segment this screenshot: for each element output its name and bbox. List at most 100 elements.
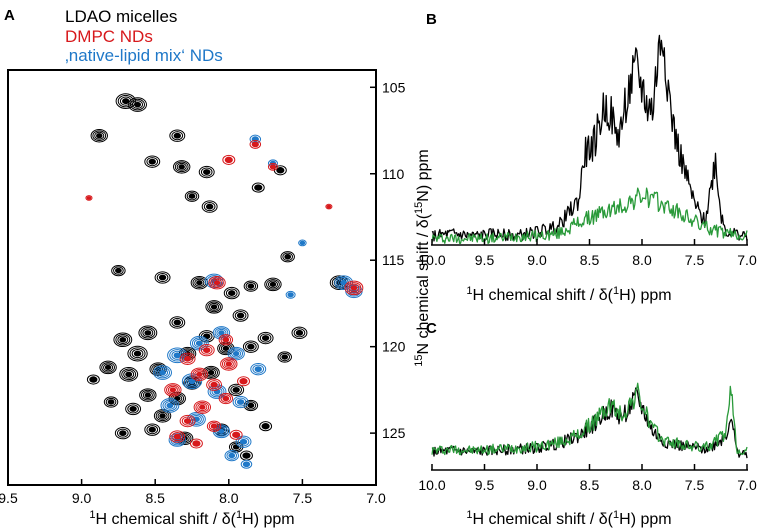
peak-contour: [206, 420, 222, 432]
peak-contour: [226, 451, 238, 460]
peak-contour: [224, 156, 233, 164]
peak-contour: [173, 132, 181, 139]
peak-contour: [173, 319, 181, 326]
peak-contour: [185, 377, 199, 389]
panel-a-y-tick-label: 110: [382, 166, 405, 182]
peak-contour: [346, 282, 362, 294]
panel-b-x-tick-label: 7.5: [685, 252, 705, 268]
peak-dmpc-nds: [85, 195, 93, 201]
peak--native-lipid-mix-nds: [160, 398, 180, 413]
peak-ldao-micelles: [259, 421, 273, 432]
peak-contour: [142, 391, 153, 400]
peak-contour: [125, 371, 133, 378]
peak-ldao-micelles: [184, 190, 200, 202]
peak-contour: [199, 404, 206, 410]
peak-contour: [140, 327, 156, 339]
peak-contour: [237, 437, 250, 447]
peak-contour: [234, 310, 247, 321]
peak-contour: [127, 345, 148, 362]
peak-contour: [89, 376, 98, 383]
peak-ldao-micelles: [277, 351, 292, 363]
panel-b-x-tick-label: 8.0: [632, 252, 652, 268]
peak-contour: [220, 394, 232, 403]
peak-contour: [94, 131, 105, 140]
peak-contour: [232, 386, 240, 393]
peak-contour: [188, 378, 196, 385]
peak-contour: [113, 332, 133, 348]
peak-contour: [228, 290, 236, 296]
peak-dmpc-nds: [222, 154, 236, 165]
peak-contour: [348, 283, 360, 293]
panel-a-x-tick-label: 8.5: [145, 490, 165, 506]
peak-ldao-micelles: [111, 264, 126, 277]
panel-b-x-tick-label: 7.0: [737, 252, 757, 268]
peak-contour: [190, 367, 209, 382]
panel-a-y-tick-label: 115: [382, 252, 405, 268]
peak--native-lipid-mix-nds: [232, 395, 249, 409]
peak-contour: [85, 195, 93, 201]
peak-contour: [207, 301, 221, 313]
peak-dmpc-nds: [193, 400, 211, 414]
panel-b-x-tick-label: 8.5: [580, 252, 600, 268]
peak-contour: [121, 368, 137, 381]
peak-contour: [196, 280, 203, 286]
panel-b-x-ticks: 10.0 9.5 9.0 8.5 8.0 7.5 7.0: [418, 239, 757, 268]
peak--native-lipid-mix-nds: [224, 449, 239, 462]
peak-contour: [201, 200, 218, 213]
peak-contour: [200, 345, 213, 355]
peak-contour: [183, 418, 192, 424]
peak-dmpc-nds: [208, 275, 226, 290]
peak-contour: [119, 336, 127, 343]
peak--native-lipid-mix-nds: [240, 459, 253, 469]
legend-dmpc: DMPC NDs: [65, 27, 153, 46]
peak-contour: [103, 396, 119, 408]
peak-contour: [298, 239, 307, 247]
peak-ldao-micelles: [243, 280, 259, 292]
peak-contour: [208, 380, 220, 390]
panel-a-y-tick-label: 105: [382, 79, 406, 95]
peak-contour: [115, 267, 122, 274]
peak--native-lipid-mix-nds: [181, 373, 203, 390]
peak-contour: [119, 367, 139, 382]
peak-contour: [194, 370, 205, 379]
peak-contour: [160, 398, 180, 413]
peak-contour: [142, 328, 154, 338]
peak-dmpc-nds: [218, 334, 234, 346]
peak-contour: [222, 154, 236, 165]
peak-contour: [140, 389, 155, 401]
peak-contour: [104, 364, 112, 370]
peak-contour: [208, 275, 226, 290]
peak-contour: [232, 395, 249, 409]
peak-contour: [210, 304, 218, 310]
peak-contour: [92, 130, 107, 142]
peak-contour: [181, 354, 194, 364]
peak-contour: [208, 422, 220, 431]
peak-contour: [86, 374, 100, 385]
peak-contour: [224, 449, 239, 462]
peak-contour: [240, 459, 253, 469]
peak-contour: [144, 392, 152, 398]
peak-contour: [203, 169, 211, 175]
panel-a-y-tick-label: 125: [382, 425, 406, 441]
peak-contour: [198, 343, 215, 357]
peak-contour: [277, 351, 292, 363]
peak-contour: [159, 369, 167, 376]
peak-contour: [223, 286, 240, 300]
peak-dmpc-nds: [249, 139, 262, 149]
peak-dmpc-nds: [164, 383, 182, 397]
peak-contour: [247, 402, 255, 409]
peak-contour: [206, 378, 223, 391]
panel-c-x-tick-label: 7.5: [685, 477, 705, 493]
peak-ldao-micelles: [198, 165, 215, 179]
panel-b-x-tick-label: 10.0: [418, 252, 445, 268]
peak-ldao-micelles: [86, 374, 100, 385]
peak-ldao-micelles: [99, 360, 117, 375]
peak-contour: [114, 426, 131, 440]
peak-ldao-micelles: [239, 450, 253, 461]
peak-contour: [218, 392, 234, 405]
peak-ldao-micelles: [119, 367, 139, 382]
peak-contour: [225, 288, 238, 298]
peak-contour: [237, 376, 251, 387]
peak-contour: [299, 240, 306, 246]
peak-contour: [144, 330, 152, 336]
